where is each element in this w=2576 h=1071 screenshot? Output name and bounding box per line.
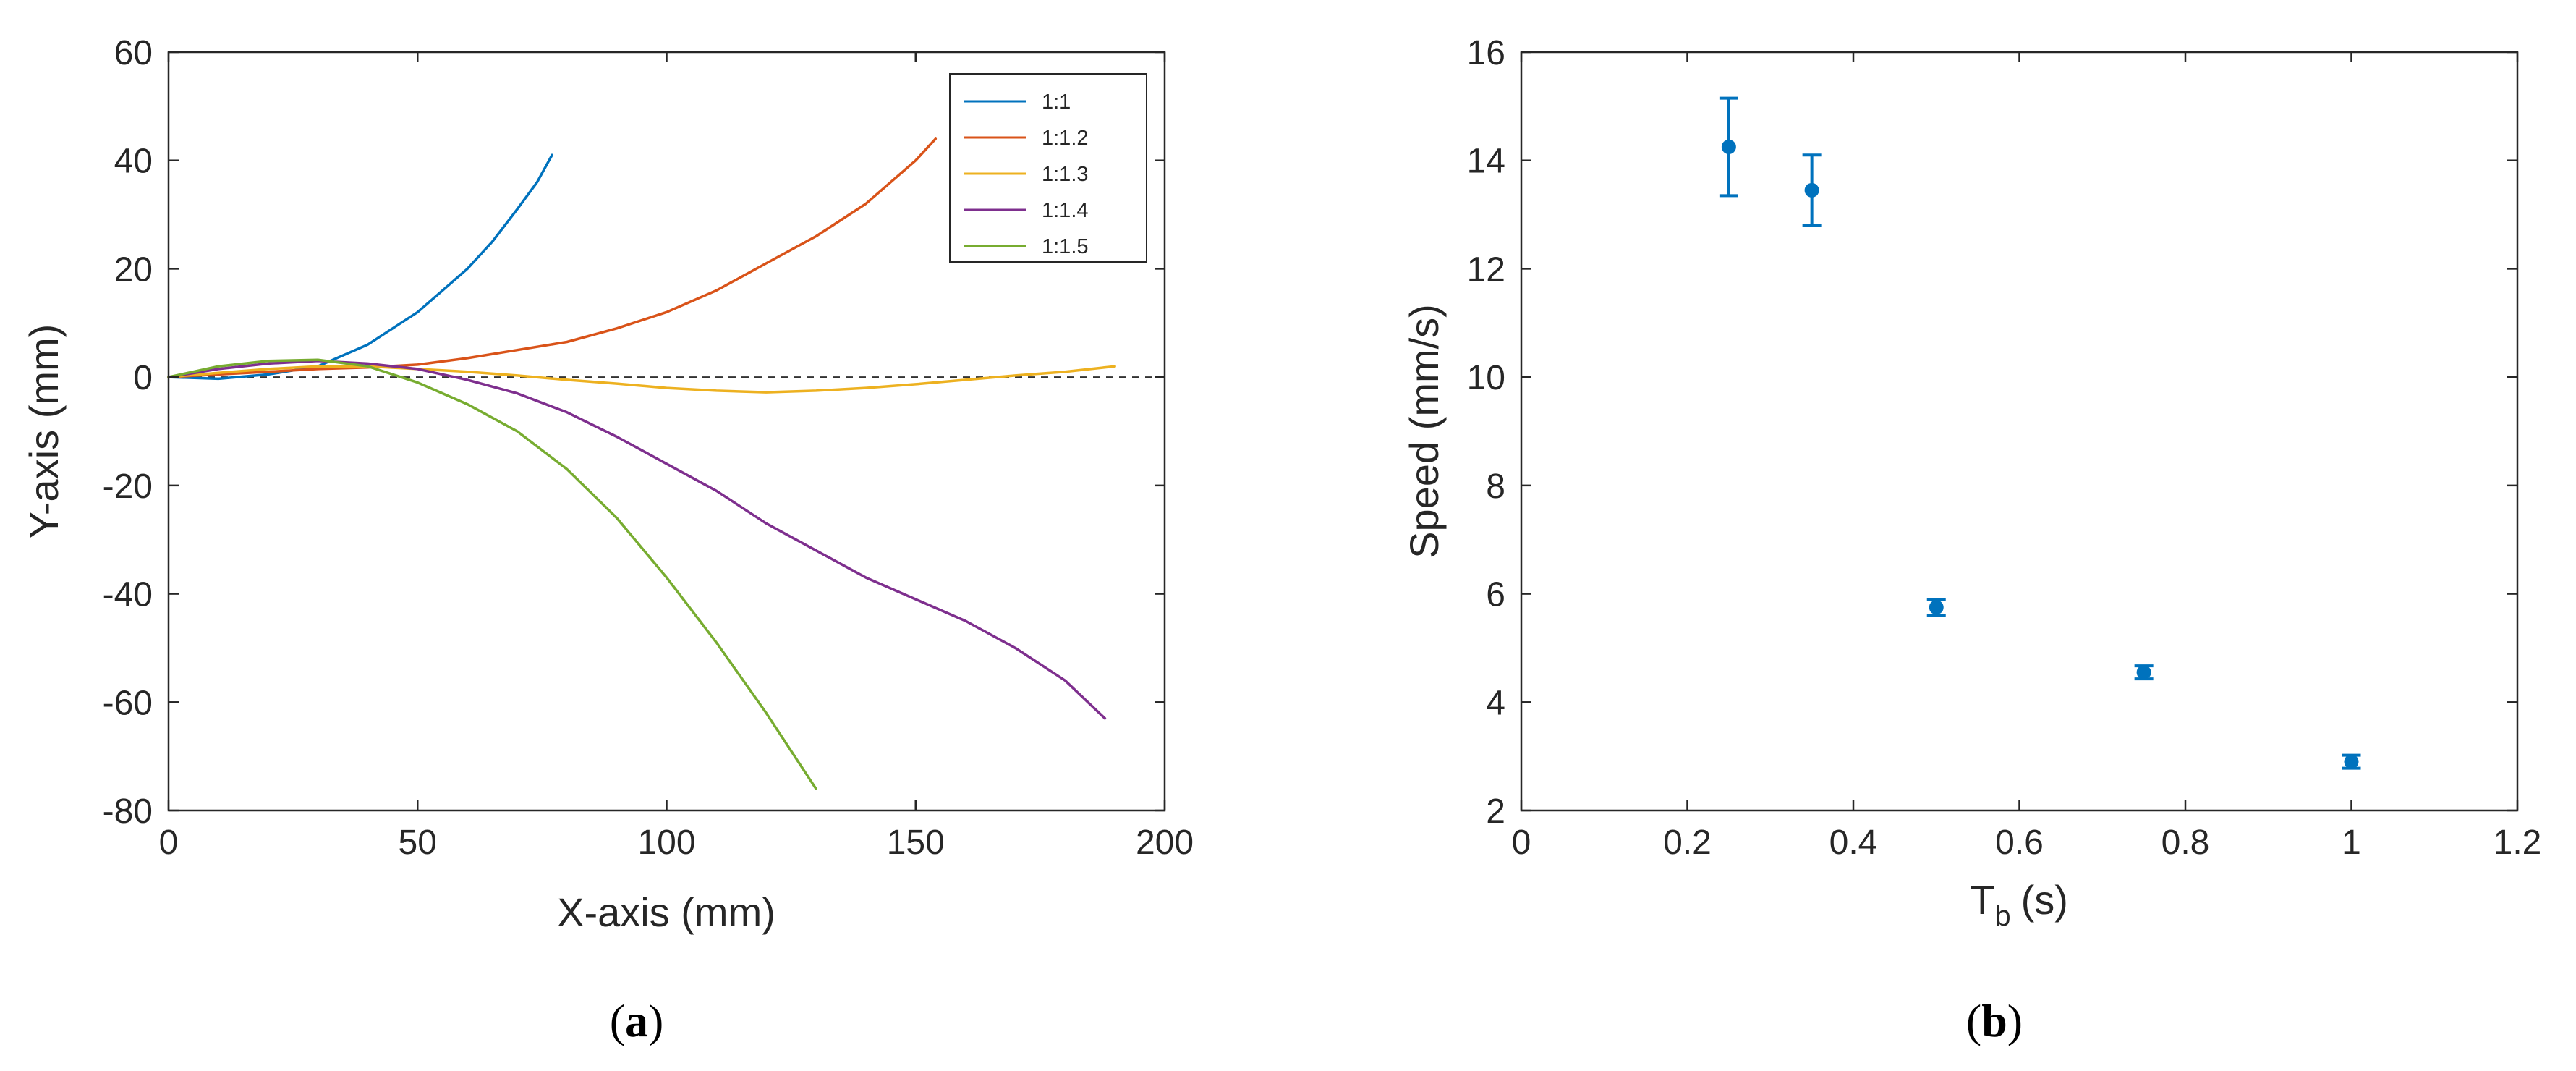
x-tick-label: 0.4 [1829, 824, 1878, 862]
x-tick-label: 0 [1512, 824, 1531, 862]
data-point [2344, 754, 2359, 769]
x-tick-label: 200 [1136, 824, 1194, 862]
panel-b-label: (b) [1966, 995, 2023, 1046]
y-tick-label: -60 [103, 684, 153, 722]
series-line-1-1-5 [167, 358, 817, 790]
legend-label: 1:1.4 [1042, 199, 1089, 222]
panel-a-legend: 1:1 1:1.2 1:1.3 1:1.4 1:1.5 [949, 73, 1147, 263]
x-tick-label: 100 [637, 824, 695, 862]
y-tick-label: 4 [1486, 684, 1505, 722]
legend-label: 1:1 [1042, 90, 1071, 114]
legend-label: 1:1.2 [1042, 127, 1089, 150]
series-line-1-1-2 [167, 137, 938, 378]
data-point [1929, 600, 1944, 615]
data-point [2136, 665, 2151, 680]
x-tick-label: 150 [887, 824, 945, 862]
panel-b-plot-area [1719, 96, 2361, 770]
data-point [1721, 140, 1736, 154]
legend-label: 1:1.3 [1042, 163, 1089, 186]
panel-a-ylabel: Y-axis (mm) [21, 324, 67, 539]
y-tick-label: 8 [1486, 467, 1505, 506]
y-tick-label: 16 [1467, 34, 1505, 72]
x-tick-label: 0.6 [1995, 824, 2044, 862]
y-tick-label: 60 [114, 34, 153, 72]
y-tick-label: -20 [103, 467, 153, 506]
y-tick-label: 40 [114, 143, 153, 181]
legend-box [949, 73, 1147, 263]
panel-b-frame [1520, 51, 2519, 812]
panel-a-xlabel: X-axis (mm) [557, 889, 775, 935]
y-tick-label: 0 [133, 359, 153, 397]
panel-a-plot-area [167, 137, 1165, 790]
x-tick-label: 0.8 [2161, 824, 2210, 862]
x-tick-label: 0.2 [1663, 824, 1712, 862]
y-tick-label: 2 [1486, 792, 1505, 831]
panel-a-label: (a) [610, 995, 664, 1046]
y-tick-label: 20 [114, 250, 153, 289]
x-tick-label: 1.2 [2494, 824, 2542, 862]
panel-a-chart: 0 50 100 150 200 -80 -60 -40 -20 0 20 40 60 X-axis (… [21, 34, 1194, 1046]
y-tick-label: 6 [1486, 576, 1505, 614]
y-tick-label: 12 [1467, 250, 1505, 289]
x-tick-label: 1 [2342, 824, 2361, 862]
legend-label: 1:1.5 [1042, 235, 1089, 258]
x-tick-label: 50 [399, 824, 437, 862]
series-line-1-1-3 [167, 365, 1116, 394]
data-point [1804, 182, 1819, 198]
panel-a-ticks: 0 50 100 150 200 -80 -60 -40 -20 0 20 40 60 [103, 34, 1194, 862]
y-tick-label: 10 [1467, 359, 1505, 397]
panel-b-ylabel: Speed (mm/s) [1401, 304, 1447, 559]
panel-b-ticks: 0 0.2 0.4 0.6 0.8 1 1.2 2 4 6 8 10 12 14 16 [1467, 34, 2542, 862]
panel-b-xlabel: Tb (s) [1970, 877, 2068, 932]
series-line-1-1 [167, 153, 553, 381]
y-tick-label: -80 [103, 792, 153, 831]
y-tick-label: -40 [103, 576, 153, 614]
panel-b-chart: 0 0.2 0.4 0.6 0.8 1 1.2 2 4 6 8 10 12 14 16 Tb (s) Spee… [1401, 34, 2541, 1046]
y-tick-label: 14 [1467, 143, 1505, 181]
x-tick-label: 0 [159, 824, 179, 862]
series-line-1-1-4 [167, 359, 1107, 720]
